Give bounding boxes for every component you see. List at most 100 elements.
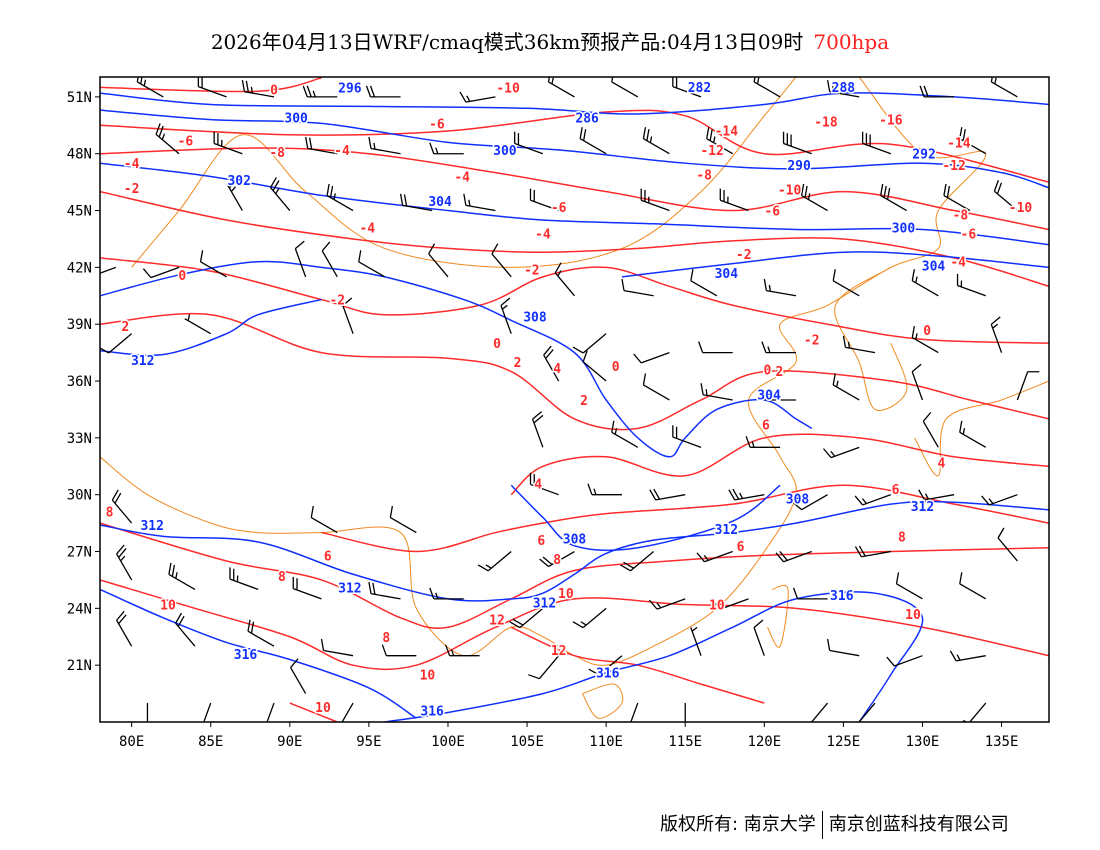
barb-full-tick	[539, 558, 549, 568]
boundary-line	[767, 584, 789, 648]
wind-barb	[712, 598, 749, 610]
barb-staff	[321, 250, 338, 278]
barb-full-tick	[611, 77, 614, 83]
barb-full-tick	[294, 240, 305, 250]
barb-staff	[656, 598, 686, 610]
barb-full-tick	[403, 194, 408, 207]
wind-barb	[529, 472, 559, 496]
wind-barb	[320, 638, 354, 657]
barb-full-tick	[649, 489, 657, 501]
barb-full-tick	[949, 650, 957, 662]
barb-full-tick	[792, 587, 799, 600]
barb-full-tick	[922, 411, 932, 422]
barb-full-tick	[696, 552, 705, 563]
barb-full-tick	[372, 582, 376, 595]
barb-staff	[720, 598, 749, 610]
temperature-contour-label: 8	[382, 631, 390, 646]
barb-half-tick	[847, 341, 851, 349]
temperature-contour-label: 0	[923, 324, 931, 339]
barb-staff	[175, 622, 196, 647]
wind-barb	[911, 325, 939, 354]
barb-staff	[582, 607, 607, 629]
temperature-contour-label: -12	[942, 159, 965, 174]
barb-staff	[880, 194, 907, 212]
temperature-isotherm	[100, 257, 1049, 344]
barb-full-tick	[761, 388, 767, 401]
barb-full-tick	[290, 658, 299, 669]
barb-staff	[630, 702, 639, 722]
boundary-line	[834, 266, 908, 411]
temperature-isotherm	[100, 147, 1049, 231]
barb-full-tick	[269, 177, 277, 188]
barb-full-tick	[646, 129, 650, 141]
wind-barb	[543, 345, 560, 382]
temperature-isotherm	[100, 77, 322, 93]
wind-barb	[792, 494, 828, 511]
barb-full-tick	[832, 373, 836, 386]
barb-staff	[402, 204, 433, 212]
height-contour	[100, 500, 1049, 602]
temperature-contour-label: 2	[580, 394, 588, 409]
wind-barb	[649, 488, 686, 501]
barb-full-tick	[140, 77, 143, 85]
barb-staff	[530, 483, 559, 496]
barb-full-tick	[306, 85, 312, 98]
wind-barb	[621, 278, 654, 297]
wind-barb	[142, 266, 180, 279]
barb-staff	[957, 284, 986, 297]
temperature-contour-label: -4	[334, 144, 350, 159]
height-contour-label: 290	[787, 159, 811, 174]
temperature-isotherm	[289, 702, 338, 722]
barb-full-tick	[381, 644, 387, 656]
wind-barb	[547, 77, 575, 98]
wind-barb	[990, 77, 1018, 98]
wind-barb	[919, 85, 955, 98]
barb-staff	[703, 394, 733, 401]
barb-half-tick	[962, 428, 966, 435]
barb-full-tick	[509, 621, 521, 629]
barb-staff	[203, 702, 212, 722]
barb-full-tick	[775, 552, 785, 563]
wind-barb	[368, 582, 401, 600]
height-contour-label: 292	[912, 148, 935, 163]
barb-staff	[370, 593, 401, 600]
wind-barb	[753, 619, 765, 656]
barb-full-tick	[962, 129, 966, 141]
wind-barb	[168, 562, 196, 590]
barb-full-tick	[919, 85, 925, 98]
temperature-contour-label: 10	[558, 587, 574, 602]
barb-half-tick	[807, 193, 811, 200]
height-contour-label: 312	[131, 354, 154, 369]
barb-full-tick	[177, 615, 185, 627]
barb-staff	[294, 248, 307, 278]
wind-barb	[146, 703, 149, 722]
temperature-isotherm	[100, 522, 1049, 629]
temperature-contour-label: -6	[961, 227, 977, 242]
height-contour-label: 304	[757, 388, 781, 403]
barb-staff	[514, 142, 544, 155]
wind-barb	[719, 188, 749, 212]
barb-staff	[911, 371, 924, 401]
barb-staff	[519, 607, 544, 629]
barb-half-tick	[924, 493, 930, 500]
wind-barb	[588, 655, 623, 676]
wind-barb	[587, 483, 622, 496]
wind-barb	[706, 127, 733, 155]
barb-full-tick	[911, 325, 915, 338]
barb-staff	[293, 588, 322, 600]
barb-half-tick	[679, 729, 685, 731]
barb-half-tick	[373, 142, 376, 150]
wind-barb	[959, 420, 987, 448]
barb-full-tick	[854, 546, 862, 558]
boundaries-layer	[100, 77, 1049, 719]
barb-full-tick	[543, 345, 552, 356]
wind-barb	[861, 131, 892, 155]
barb-staff	[465, 96, 496, 103]
wind-barb	[111, 489, 133, 524]
wind-barb	[943, 183, 971, 212]
barb-staff	[582, 361, 607, 382]
barb-staff	[643, 384, 670, 401]
barb-staff	[270, 187, 291, 211]
barb-staff	[911, 337, 939, 354]
barb-full-tick	[477, 564, 489, 572]
